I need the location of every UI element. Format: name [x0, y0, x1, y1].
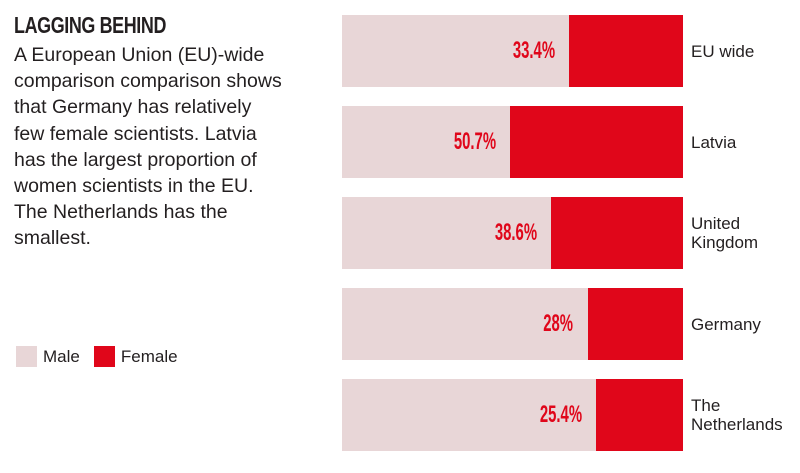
data-label: 28%	[543, 310, 574, 337]
legend-swatch-female	[93, 346, 115, 367]
bar-male	[342, 379, 597, 451]
legend-label-female: Female	[120, 346, 178, 366]
bar-male	[342, 288, 588, 360]
category-label: Latvia	[691, 132, 737, 152]
bar-female	[510, 106, 683, 178]
category-label: EU wide	[691, 41, 755, 61]
category-label: Germany	[691, 314, 761, 334]
category-label: The Netherlands	[691, 396, 783, 434]
bar-female	[587, 288, 683, 360]
category-label: United Kingdom	[691, 214, 759, 252]
bar-male	[342, 106, 511, 178]
bar-male	[342, 197, 552, 269]
bar-female	[596, 379, 683, 451]
chart-title: LAGGING BEHIND	[14, 12, 167, 38]
data-label: 38.6%	[495, 219, 538, 246]
data-label: 50.7%	[453, 128, 497, 155]
bar-male	[342, 15, 570, 87]
legend-swatch-male	[16, 346, 37, 367]
chart-description: A European Union (EU)-wide comparison co…	[14, 44, 282, 250]
data-label: 33.4%	[512, 37, 556, 64]
legend: Male Female	[16, 346, 192, 367]
data-label: 25.4%	[540, 401, 583, 428]
bar-female	[569, 15, 683, 87]
legend-label-male: Male	[43, 346, 80, 366]
bar-female	[551, 197, 683, 269]
